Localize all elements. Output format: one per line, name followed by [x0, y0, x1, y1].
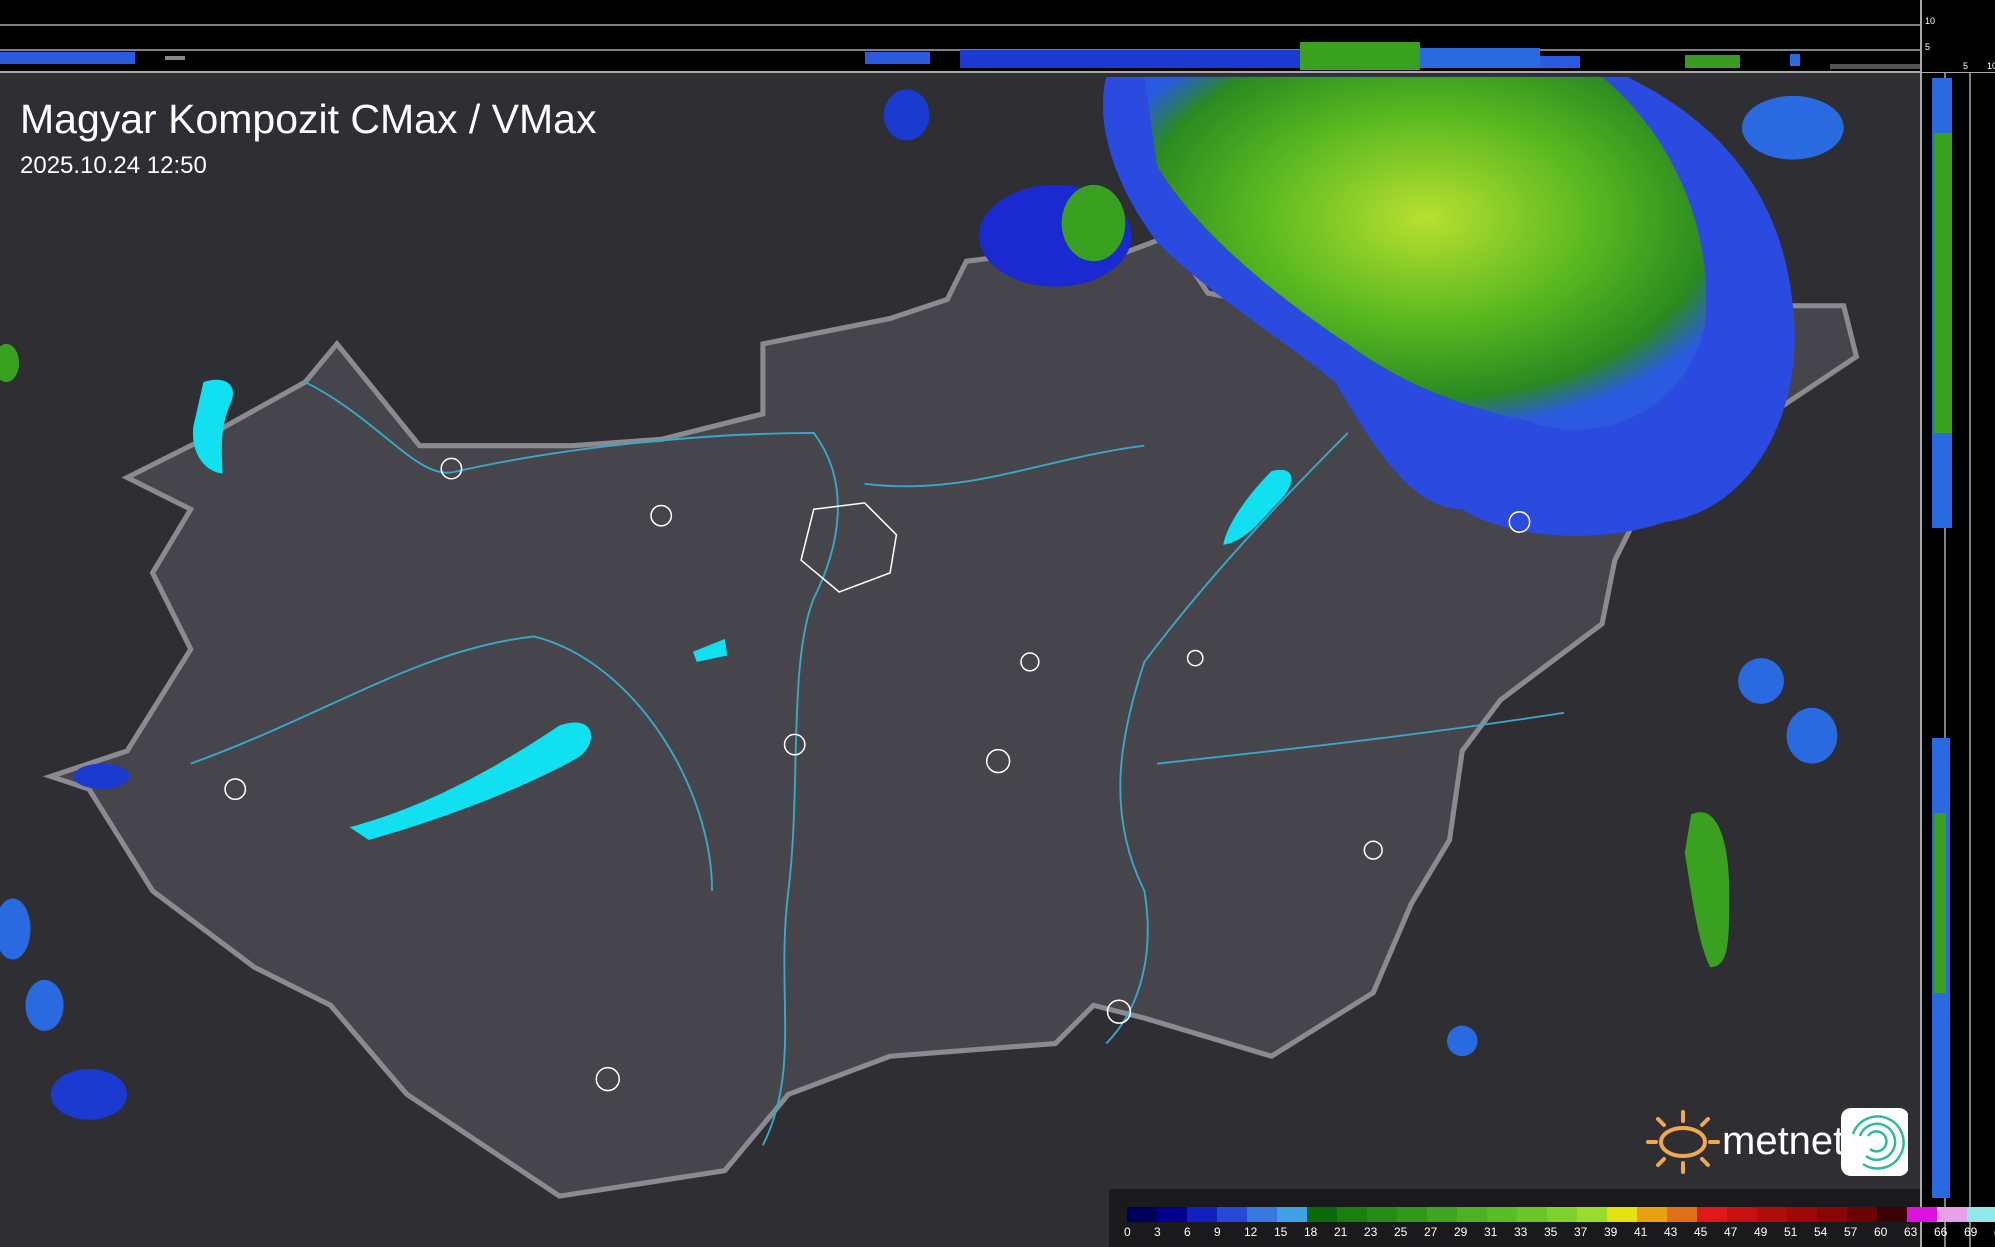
legend-label: 27: [1424, 1225, 1438, 1239]
legend-swatch: [1157, 1207, 1187, 1222]
legend-swatch: [1727, 1207, 1757, 1222]
legend-swatch: [1937, 1207, 1967, 1222]
legend-label: 54: [1814, 1225, 1828, 1239]
legend-swatch: [1907, 1207, 1937, 1222]
legend-swatch: [1277, 1207, 1307, 1222]
legend-swatch: [1517, 1207, 1547, 1222]
legend-label: 12: [1244, 1225, 1258, 1239]
legend-label: 45: [1694, 1225, 1708, 1239]
legend-label: 49: [1754, 1225, 1768, 1239]
radar-echoes: [0, 76, 1844, 1120]
lake-neusiedl: [192, 379, 233, 474]
legend-label: 31: [1484, 1225, 1498, 1239]
rivers: [190, 381, 1565, 1146]
legend-label: 39: [1604, 1225, 1618, 1239]
legend-swatch: [1757, 1207, 1787, 1222]
legend-swatch: [1877, 1207, 1907, 1222]
legend-label: 63: [1904, 1225, 1918, 1239]
legend-swatch: [1847, 1207, 1877, 1222]
legend-label: 43: [1664, 1225, 1678, 1239]
legend-label: 33: [1514, 1225, 1528, 1239]
color-scale-bar: [1127, 1207, 1995, 1222]
svg-text:metnet: metnet: [1722, 1119, 1844, 1163]
metnet-logo-image: metnet: [1646, 1108, 1909, 1176]
legend-label: 25: [1394, 1225, 1408, 1239]
legend-label: 0: [1124, 1225, 1131, 1239]
legend-swatch: [1307, 1207, 1337, 1222]
legend-swatch: [1577, 1207, 1607, 1222]
legend-label: 60: [1874, 1225, 1888, 1239]
profile-strip-top: [0, 0, 1920, 73]
legend-swatch: [1337, 1207, 1367, 1222]
legend-label: 29: [1454, 1225, 1468, 1239]
legend-label: 47: [1724, 1225, 1738, 1239]
legend-label: 57: [1844, 1225, 1858, 1239]
lake-velence: [692, 639, 728, 662]
legend-label: 15: [1274, 1225, 1288, 1239]
legend-label: 66: [1934, 1225, 1948, 1239]
legend-swatch: [1697, 1207, 1727, 1222]
tick-label: 5: [1925, 42, 1931, 52]
lakes: [192, 379, 1292, 840]
right-profile: [1920, 73, 1971, 1247]
radar-map[interactable]: [0, 73, 1920, 1247]
legend-swatch: [1817, 1207, 1847, 1222]
profile-strip-right: [1920, 73, 1995, 1247]
legend-label: 18: [1304, 1225, 1318, 1239]
legend-swatch: [1457, 1207, 1487, 1222]
profile-axis-corner: 10 5 5 10: [1920, 0, 1995, 74]
legend-swatch: [1547, 1207, 1577, 1222]
legend-label: 6: [1184, 1225, 1191, 1239]
legend-swatch: [1607, 1207, 1637, 1222]
legend-label: 51: [1784, 1225, 1798, 1239]
legend-label: 21: [1334, 1225, 1348, 1239]
legend-swatch: [1247, 1207, 1277, 1222]
color-scale-labels: 0 3 6 9 12 15 18 21 23 25 27 29 31 33 35 37 39 41 43 45 47 49…: [1124, 1225, 1995, 1239]
legend-label: 9: [1214, 1225, 1221, 1239]
lake-balaton: [349, 722, 592, 840]
legend-swatch: [1397, 1207, 1427, 1222]
legend-swatch: [1427, 1207, 1457, 1222]
color-scale-legend: 0 3 6 9 12 15 18 21 23 25 27 29 31 33 35 37 39 41 43 45 47 49…: [1109, 1189, 1995, 1247]
legend-swatch: [1127, 1207, 1157, 1222]
legend-swatch: [1787, 1207, 1817, 1222]
tick-label: 5: [1963, 61, 1969, 71]
legend-swatch: [1637, 1207, 1667, 1222]
legend-swatch: [1967, 1207, 1995, 1222]
city-outlines: [224, 457, 1531, 1092]
top-profile: [0, 24, 1920, 73]
legend-swatch: [1217, 1207, 1247, 1222]
legend-swatch: [1187, 1207, 1217, 1222]
legend-label: 41: [1634, 1225, 1648, 1239]
legend-label: 35: [1544, 1225, 1558, 1239]
map-title: Magyar Kompozit CMax / VMax: [20, 96, 597, 142]
legend-swatch: [1487, 1207, 1517, 1222]
legend-label: 23: [1364, 1225, 1378, 1239]
legend-swatch: [1367, 1207, 1397, 1222]
legend-label: 3: [1154, 1225, 1161, 1239]
legend-swatch: [1667, 1207, 1697, 1222]
legend-label: 69: [1964, 1225, 1978, 1239]
metnet-logo: metnet: [1638, 1104, 1909, 1185]
map-timestamp: 2025.10.24 12:50: [20, 152, 207, 179]
tick-label: 10: [1925, 16, 1936, 26]
lake-tisza: [1223, 469, 1292, 545]
tick-label: 10: [1987, 61, 1995, 71]
legend-label: 37: [1574, 1225, 1588, 1239]
